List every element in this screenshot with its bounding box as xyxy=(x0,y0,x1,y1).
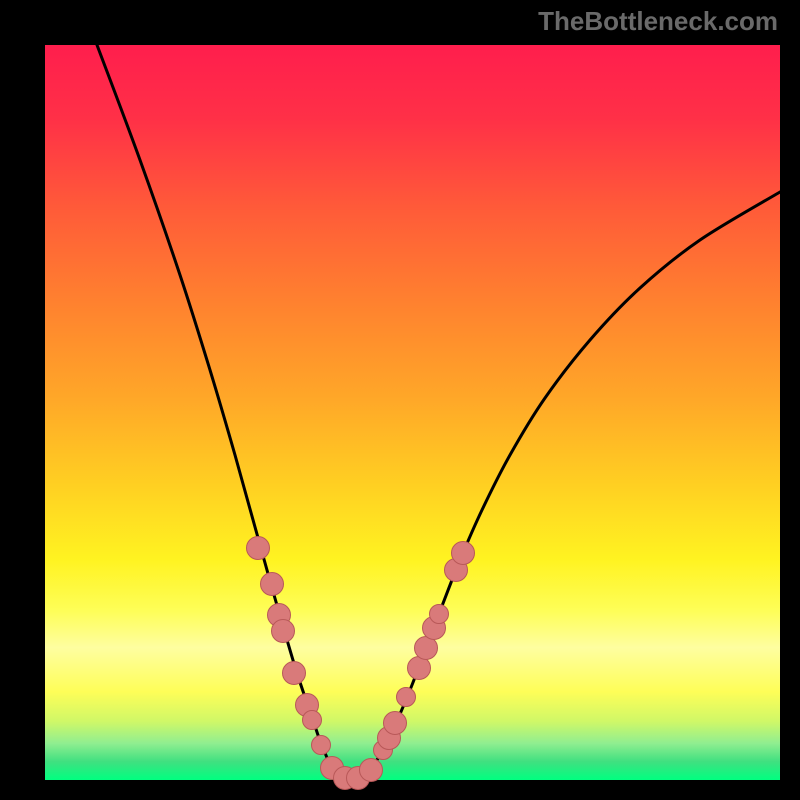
data-point xyxy=(451,541,475,565)
curve-layer xyxy=(0,0,800,800)
data-point xyxy=(311,735,331,755)
data-point xyxy=(260,572,284,596)
data-point xyxy=(302,710,322,730)
data-point xyxy=(246,536,270,560)
data-point xyxy=(396,687,416,707)
data-point xyxy=(359,758,383,782)
left-curve xyxy=(97,45,350,780)
watermark-text: TheBottleneck.com xyxy=(538,6,778,37)
chart-container: TheBottleneck.com xyxy=(0,0,800,800)
data-point xyxy=(282,661,306,685)
data-point xyxy=(429,604,449,624)
data-point xyxy=(383,711,407,735)
data-point xyxy=(271,619,295,643)
